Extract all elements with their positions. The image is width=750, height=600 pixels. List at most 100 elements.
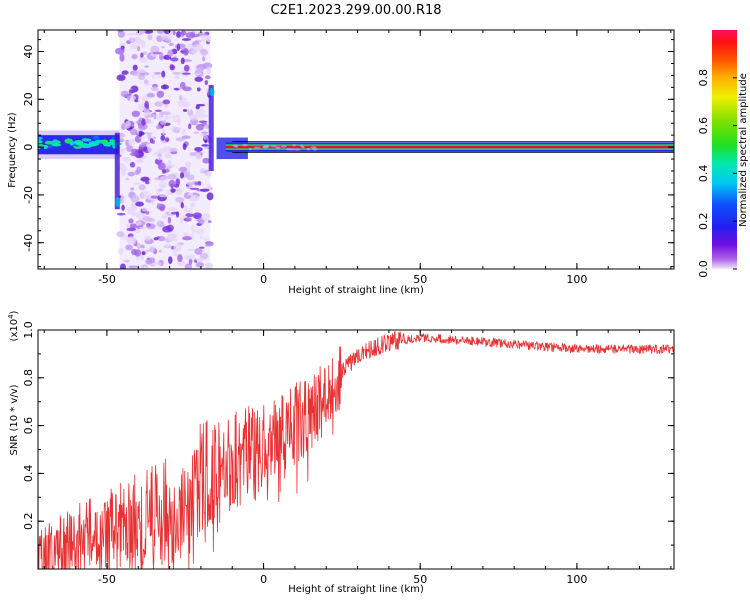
spectrogram-cell [201, 34, 208, 43]
spectrogram-cell [149, 246, 156, 253]
y-tick-label: -40 [22, 234, 35, 252]
spectrogram-cell [205, 241, 215, 247]
spectrogram-cell [195, 228, 205, 235]
spectrogram-cell [154, 101, 164, 107]
spectrogram-cell [183, 47, 189, 56]
spectrogram-cell [169, 57, 179, 62]
y-tick-label: 20 [22, 92, 35, 106]
spectrogram-cell [152, 136, 157, 140]
spectrogram-cell [253, 146, 261, 149]
spectrogram-y-label: Frequency (Hz) [7, 112, 18, 188]
spectrogram-cell [150, 195, 159, 199]
x-tick-label: 100 [566, 273, 587, 286]
spectrogram-cell [116, 212, 126, 216]
spectrogram-cell [160, 119, 167, 126]
spectrogram-cell [175, 196, 185, 203]
line-core [225, 145, 674, 149]
spectrogram-cell [139, 264, 143, 269]
spectrogram-cell [130, 194, 140, 203]
spectrogram-cell [167, 49, 174, 58]
spectrogram-cell [156, 157, 163, 161]
colorbar-gradient [712, 30, 737, 269]
spectrogram-cell [180, 215, 188, 219]
spectrogram-cell [159, 52, 164, 61]
colorbar-tick-label: 0.4 [697, 165, 710, 183]
spectrogram-cell [161, 214, 169, 219]
spectrogram-cell [207, 220, 212, 223]
spectrogram-cell [154, 114, 162, 117]
spectrogram-cell [46, 145, 53, 149]
streak-left [114, 132, 120, 210]
spectrogram-cell [280, 145, 287, 148]
spectrogram-cell [159, 221, 165, 228]
spectrogram-cell [167, 216, 172, 224]
spectrogram-cell [206, 192, 214, 201]
spectrogram-cell [263, 145, 270, 148]
spectrogram-cell [181, 135, 191, 139]
spectrogram-cell [52, 139, 59, 145]
spectrogram-cell [172, 253, 179, 256]
spectrogram-cell [170, 211, 179, 215]
spectrogram-cell [248, 147, 253, 151]
spectrogram-cell [206, 35, 212, 43]
spectrogram-cell [148, 121, 154, 124]
y-tick-label: -20 [22, 186, 35, 204]
spectrogram-cell [275, 146, 281, 149]
spectrogram-cell [292, 144, 297, 147]
spectrogram-cell [156, 30, 164, 34]
spectrogram-cell [136, 242, 142, 249]
spectrogram-cell [146, 142, 151, 150]
colorbar-label: Normalized spectral amplitude [738, 73, 749, 227]
spectrogram-cell [170, 188, 176, 193]
spectrogram-cell [270, 144, 277, 148]
spectrogram-cell [204, 75, 211, 80]
spectrogram-cell [156, 90, 165, 98]
spectrogram-cell [127, 236, 137, 245]
snr-scale-label: (x104) [7, 310, 20, 341]
spectrogram-cell [146, 92, 155, 98]
spectrogram-cell [143, 235, 152, 241]
spectrogram-cell [120, 194, 125, 201]
spectrogram-cell [160, 135, 166, 141]
spectrogram-cell [152, 262, 162, 266]
spectrogram-cell [180, 57, 185, 65]
spectrogram-cell [147, 34, 153, 41]
spectrogram-cell [195, 262, 204, 268]
spectrogram-cell [161, 169, 167, 174]
spectrogram-cell [312, 148, 318, 151]
spectrogram-cell [138, 57, 148, 63]
spectrogram-cell [145, 180, 150, 185]
spectrogram-cell [178, 95, 183, 101]
spectrogram-cell [183, 64, 190, 72]
spectrogram-cell [140, 176, 150, 182]
spectrogram-cell [128, 89, 136, 94]
spectrogram-cell [140, 244, 145, 249]
spectrogram-cell [160, 175, 170, 181]
spectrogram-cell [132, 64, 138, 71]
spectrogram-cell [126, 33, 137, 36]
x-tick-label: 50 [413, 273, 427, 286]
spectrogram-cell [167, 207, 178, 211]
spectrogram-cell [137, 69, 146, 74]
spectrogram-cell [144, 115, 150, 119]
spectrogram-cell [171, 71, 182, 75]
spectrogram-cell [169, 64, 176, 71]
spectrogram-cell [199, 169, 206, 172]
spectrogram-cell [202, 102, 208, 108]
spectrogram-cell [131, 70, 140, 77]
spectrogram-cell [242, 143, 248, 147]
y-tick-label: 1.0 [22, 321, 35, 339]
spectrogram-cell [188, 123, 192, 130]
spectrogram-cell [148, 113, 156, 119]
spectrogram-cell [202, 133, 208, 140]
spectrogram-cell [177, 254, 183, 263]
spectrogram-cell [44, 140, 55, 145]
spectrogram-cell [196, 103, 205, 107]
spectrogram-cell [139, 226, 147, 230]
spectrogram-cell [153, 237, 159, 241]
spectrogram-cell [178, 86, 183, 90]
spectrogram-cell [128, 138, 135, 146]
spectrogram-cell [128, 37, 136, 43]
spectrogram-cell [195, 153, 202, 160]
spectrogram-cell [83, 145, 91, 149]
